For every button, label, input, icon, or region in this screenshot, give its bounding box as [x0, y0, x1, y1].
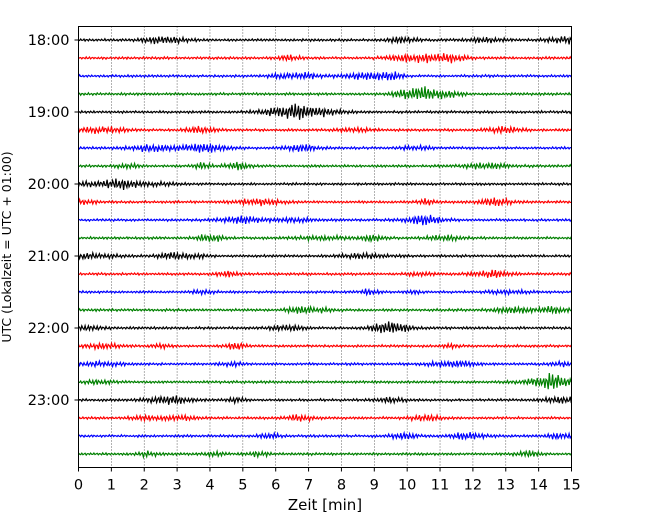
trace-line — [77, 196, 572, 208]
x-tick-label: 7 — [304, 478, 313, 494]
trace-line — [78, 412, 572, 424]
trace-line — [77, 304, 572, 316]
x-tick-label: 2 — [140, 478, 149, 494]
trace-line — [78, 448, 572, 460]
y-tick-label: 18:00 — [28, 33, 70, 49]
y-tick-label: 23:00 — [28, 393, 70, 409]
trace-line — [78, 269, 572, 279]
trace-series — [77, 35, 572, 460]
x-tick-label: 4 — [205, 478, 214, 494]
x-tick-label: 1 — [107, 478, 116, 494]
trace-line — [78, 373, 572, 390]
trace-line — [78, 161, 572, 171]
x-tick-label: 8 — [337, 478, 346, 494]
x-tick-label: 5 — [238, 478, 247, 494]
y-axis-label: UTC (Lokalzeit = UTC + 01:00) — [0, 151, 14, 342]
x-tick-label: 3 — [172, 478, 181, 494]
trace-line — [78, 103, 572, 120]
x-tick-label: 11 — [431, 478, 449, 494]
x-tick-label: 0 — [74, 478, 83, 494]
plot-frame — [78, 26, 572, 468]
x-axis-ticks: 0 1 2 3 4 5 6 7 8 9 10 11 12 13 14 15 — [74, 467, 581, 494]
trace-line — [78, 394, 572, 406]
trace-line — [77, 70, 572, 81]
trace-line — [77, 359, 572, 369]
trace-line — [77, 233, 572, 244]
trace-line — [77, 124, 572, 136]
trace-line — [78, 35, 572, 46]
x-axis-label: Zeit [min] — [288, 496, 362, 514]
trace-line — [78, 52, 572, 64]
y-tick-label: 22:00 — [28, 321, 70, 337]
trace-line — [78, 430, 572, 441]
x-tick-label: 10 — [398, 478, 416, 494]
trace-line — [78, 321, 572, 334]
y-tick-label: 21:00 — [28, 249, 70, 265]
x-tick-label: 14 — [529, 478, 547, 494]
trace-line — [78, 214, 572, 226]
x-tick-label: 15 — [562, 478, 580, 494]
trace-line — [77, 250, 572, 261]
trace-line — [78, 287, 572, 297]
y-tick-label: 20:00 — [28, 177, 70, 193]
x-tick-label: 9 — [370, 478, 379, 494]
y-tick-label: 19:00 — [28, 105, 70, 121]
trace-line — [77, 341, 572, 352]
y-axis-ticks: 18:00 19:00 20:00 21:00 22:00 23:00 — [28, 33, 79, 409]
trace-line — [78, 142, 572, 154]
x-tick-label: 13 — [497, 478, 515, 494]
trace-line — [77, 178, 572, 190]
x-tick-label: 12 — [464, 478, 482, 494]
trace-line — [78, 86, 572, 100]
x-tick-label: 6 — [271, 478, 280, 494]
